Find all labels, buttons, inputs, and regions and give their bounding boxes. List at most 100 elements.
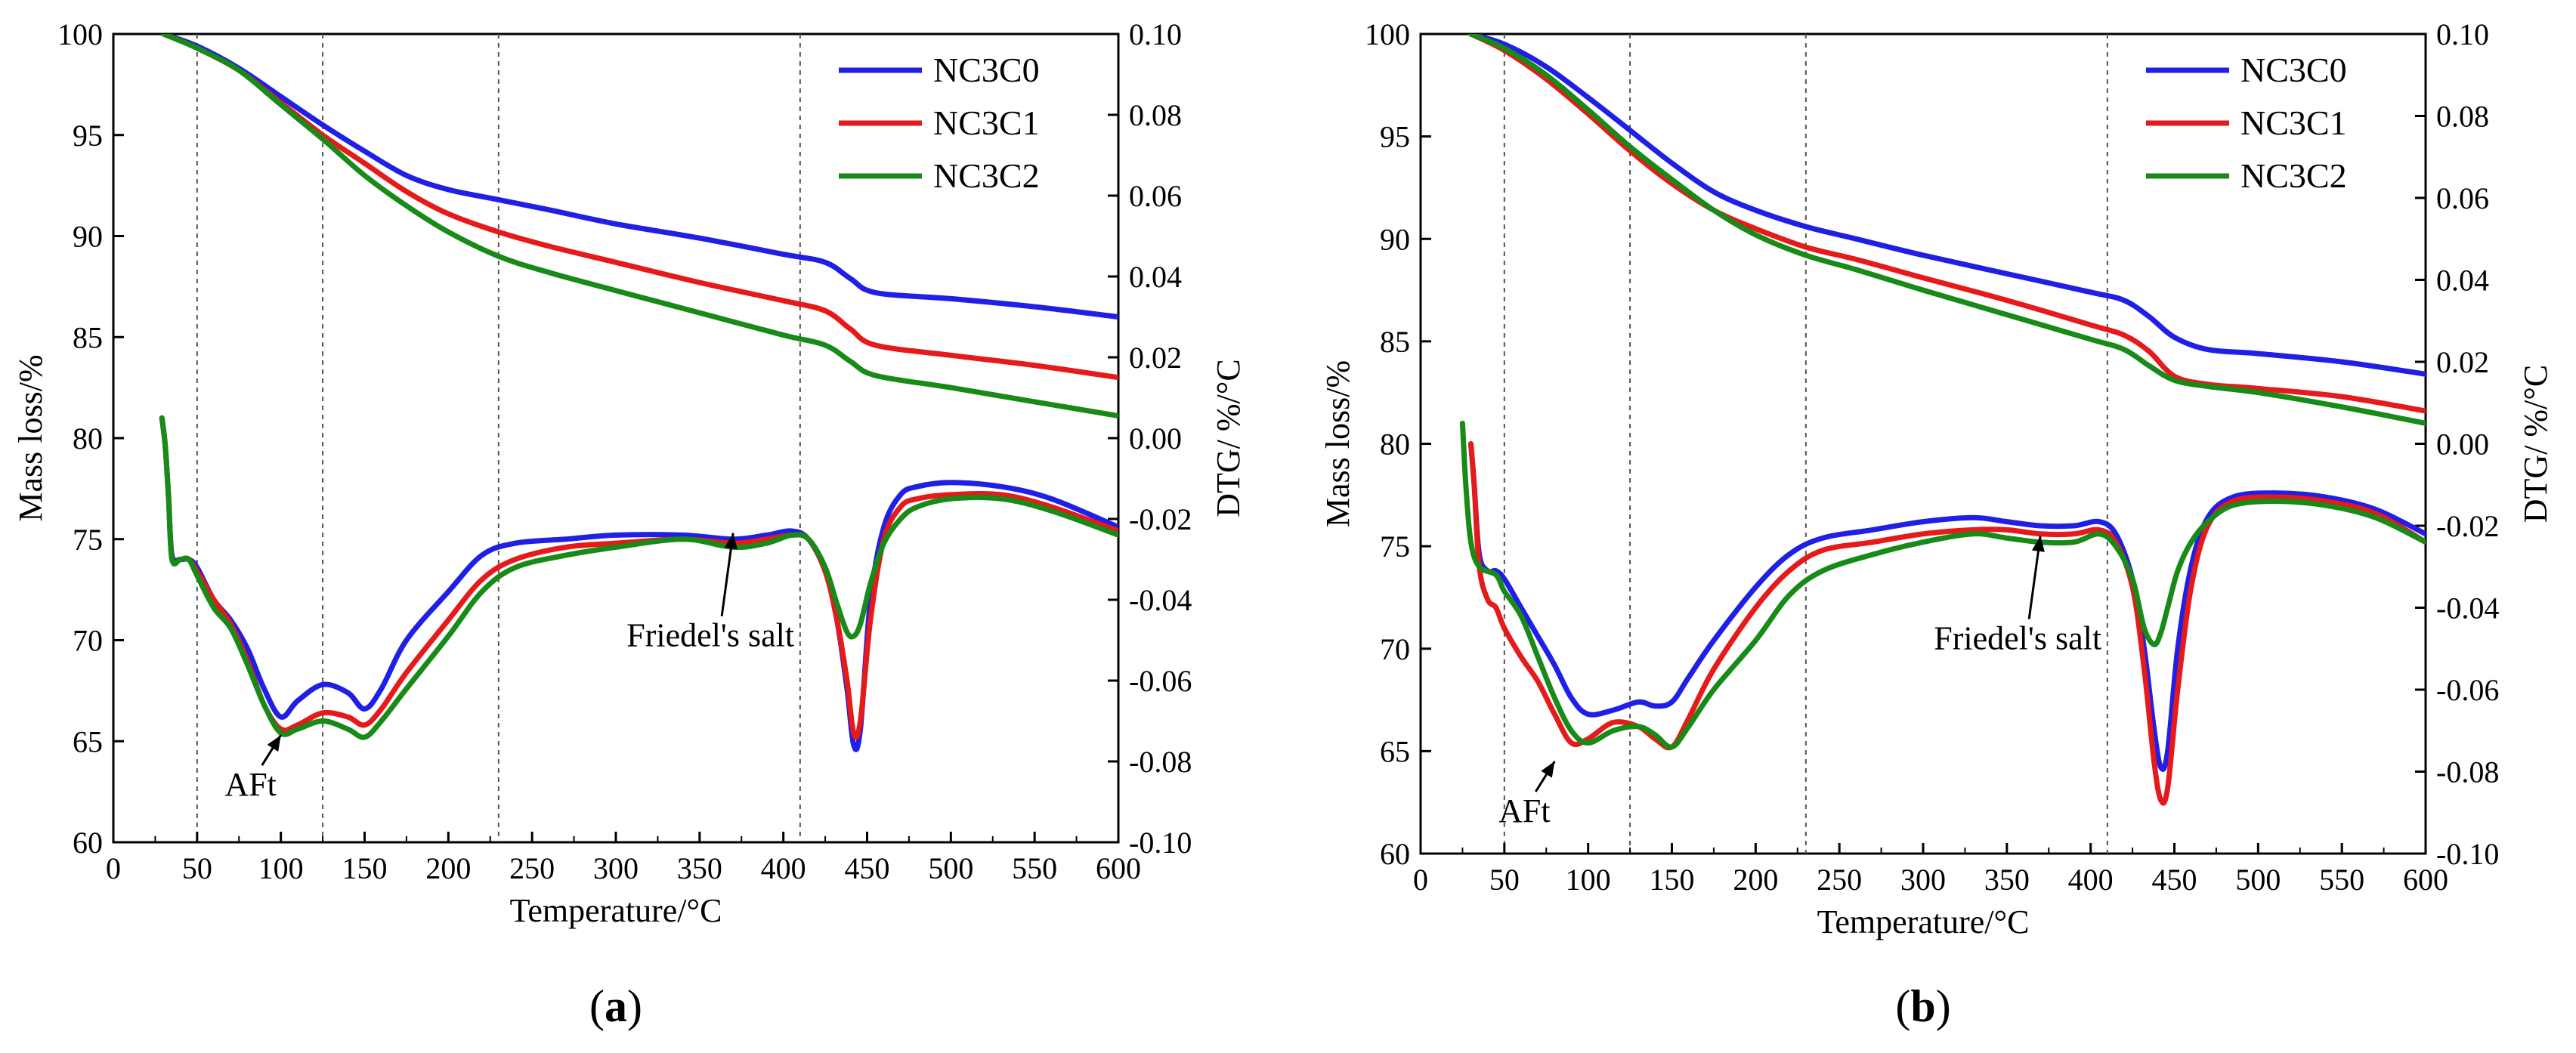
y-axis-label: Mass loss/% — [1319, 360, 1356, 527]
y2-tick-label: 0.06 — [2436, 181, 2489, 215]
series-line-nc3c0-mass — [161, 34, 1118, 320]
x-tick-label: 300 — [1900, 863, 1946, 897]
annotation-arrowhead — [1541, 761, 1555, 778]
y2-tick-label: 0.06 — [1129, 179, 1182, 213]
x-tick-label: 300 — [593, 851, 639, 885]
y2-tick-label: -0.02 — [2436, 509, 2499, 543]
legend-label: NC3C1 — [2240, 103, 2347, 142]
y2-tick-label: -0.06 — [1129, 664, 1192, 698]
y2-tick-label: 0.08 — [2436, 100, 2489, 134]
y2-tick-label: -0.02 — [1129, 502, 1192, 536]
y2-tick-label: 0.10 — [2436, 17, 2489, 51]
x-tick-label: 100 — [1566, 863, 1611, 897]
y-axis-label: Mass loss/% — [12, 354, 49, 521]
y2-tick-label: -0.08 — [2436, 755, 2499, 789]
series-line-nc3c1-dtg — [1468, 441, 2426, 806]
y-tick-label: 80 — [1380, 428, 1410, 462]
y2-tick-label: -0.04 — [1129, 583, 1192, 617]
y2-tick-label: -0.10 — [1129, 826, 1192, 860]
y2-tick-label: 0.02 — [1129, 341, 1182, 375]
plot-frame — [112, 32, 1120, 844]
x-tick-label: 200 — [1733, 863, 1778, 897]
annotation-arrowhead — [2031, 536, 2045, 552]
x-axis-label: Temperature/°C — [510, 892, 722, 929]
series-line-nc3c2-mass — [161, 34, 1118, 419]
y-tick-label: 65 — [1380, 734, 1410, 768]
x-tick-label: 400 — [761, 851, 806, 885]
y2-tick-label: 0.04 — [2436, 264, 2489, 298]
annotation-arrowhead — [267, 735, 281, 752]
x-tick-label: 50 — [1489, 863, 1520, 897]
x-tick-label: 500 — [2235, 863, 2281, 897]
y2-tick-label: 0.10 — [1129, 17, 1182, 51]
y-tick-label: 65 — [73, 724, 103, 758]
x-tick-label: 0 — [106, 851, 121, 885]
x-tick-label: 250 — [1817, 863, 1862, 897]
y2-tick-label: -0.08 — [1129, 745, 1192, 779]
series-line-nc3c0-dtg — [1468, 441, 2426, 772]
series-line-nc3c0-mass — [1468, 34, 2426, 377]
y2-axis-label: DTG/ %/°C — [2517, 365, 2554, 523]
annotation-label: AFt — [1498, 792, 1550, 829]
y-tick-label: 60 — [1380, 837, 1410, 871]
y-tick-label: 70 — [73, 624, 103, 658]
x-tick-label: 200 — [425, 851, 471, 885]
panel-label: (b) — [1895, 981, 1950, 1031]
x-tick-label: 550 — [1012, 851, 1057, 885]
y2-tick-label: 0.04 — [1129, 260, 1182, 294]
annotation-label: Friedel's salt — [1934, 620, 2101, 657]
y-tick-label: 60 — [73, 826, 103, 860]
x-tick-label: 150 — [342, 851, 388, 885]
y-tick-label: 75 — [73, 523, 103, 557]
y2-tick-label: 0.00 — [1129, 422, 1182, 455]
y-tick-label: 85 — [1380, 325, 1410, 359]
chart-panel-a: 0 50 100 150 200 250 300 350 400 450 500 550 600 60 65… — [12, 17, 1247, 1031]
x-tick-label: 50 — [182, 851, 212, 885]
legend-label: NC3C0 — [2240, 51, 2347, 89]
y2-tick-label: 0.02 — [2436, 345, 2489, 379]
series-line-nc3c2-mass — [1468, 34, 2426, 426]
y2-tick-label: -0.04 — [2436, 591, 2499, 625]
y-tick-label: 95 — [1380, 120, 1410, 154]
x-tick-label: 600 — [2403, 863, 2448, 897]
x-tick-label: 150 — [1650, 863, 1695, 897]
y2-tick-label: -0.06 — [2436, 673, 2499, 707]
x-tick-label: 450 — [2152, 863, 2197, 897]
x-tick-label: 600 — [1096, 851, 1141, 885]
y-tick-label: 100 — [1365, 17, 1410, 51]
series-line-nc3c2-dtg — [159, 415, 1118, 740]
legend-label: NC3C1 — [933, 103, 1040, 142]
series-line-nc3c1-dtg — [159, 415, 1118, 740]
annotation-arrowhead — [724, 533, 738, 549]
y-tick-label: 90 — [1380, 222, 1410, 256]
x-tick-label: 350 — [1984, 863, 2030, 897]
y-tick-label: 95 — [73, 119, 103, 153]
panel-label: (a) — [589, 981, 642, 1031]
x-tick-label: 100 — [258, 851, 304, 885]
x-tick-label: 250 — [509, 851, 555, 885]
y2-tick-label: 0.00 — [2436, 428, 2489, 462]
y2-tick-label: -0.10 — [2436, 837, 2499, 871]
series-line-nc3c0-dtg — [159, 415, 1118, 752]
y-tick-label: 75 — [1380, 530, 1410, 564]
legend-label: NC3C0 — [933, 51, 1040, 89]
series-line-nc3c2-dtg — [1459, 420, 2426, 750]
annotation-label: Friedel's salt — [626, 617, 794, 654]
y-tick-label: 70 — [1380, 632, 1410, 666]
x-tick-label: 500 — [928, 851, 973, 885]
legend-label: NC3C2 — [933, 156, 1040, 195]
x-tick-label: 550 — [2319, 863, 2364, 897]
y2-tick-label: 0.08 — [1129, 98, 1182, 132]
annotation-label: AFt — [224, 766, 276, 803]
y-tick-label: 80 — [73, 422, 103, 455]
y-tick-label: 100 — [57, 17, 103, 51]
y2-axis-label: DTG/ %/°C — [1210, 359, 1247, 517]
y-tick-label: 90 — [73, 220, 103, 254]
x-axis-label: Temperature/°C — [1817, 903, 2030, 940]
legend-label: NC3C2 — [2240, 156, 2347, 195]
x-tick-label: 450 — [845, 851, 890, 885]
x-tick-label: 400 — [2068, 863, 2114, 897]
x-tick-label: 350 — [677, 851, 722, 885]
